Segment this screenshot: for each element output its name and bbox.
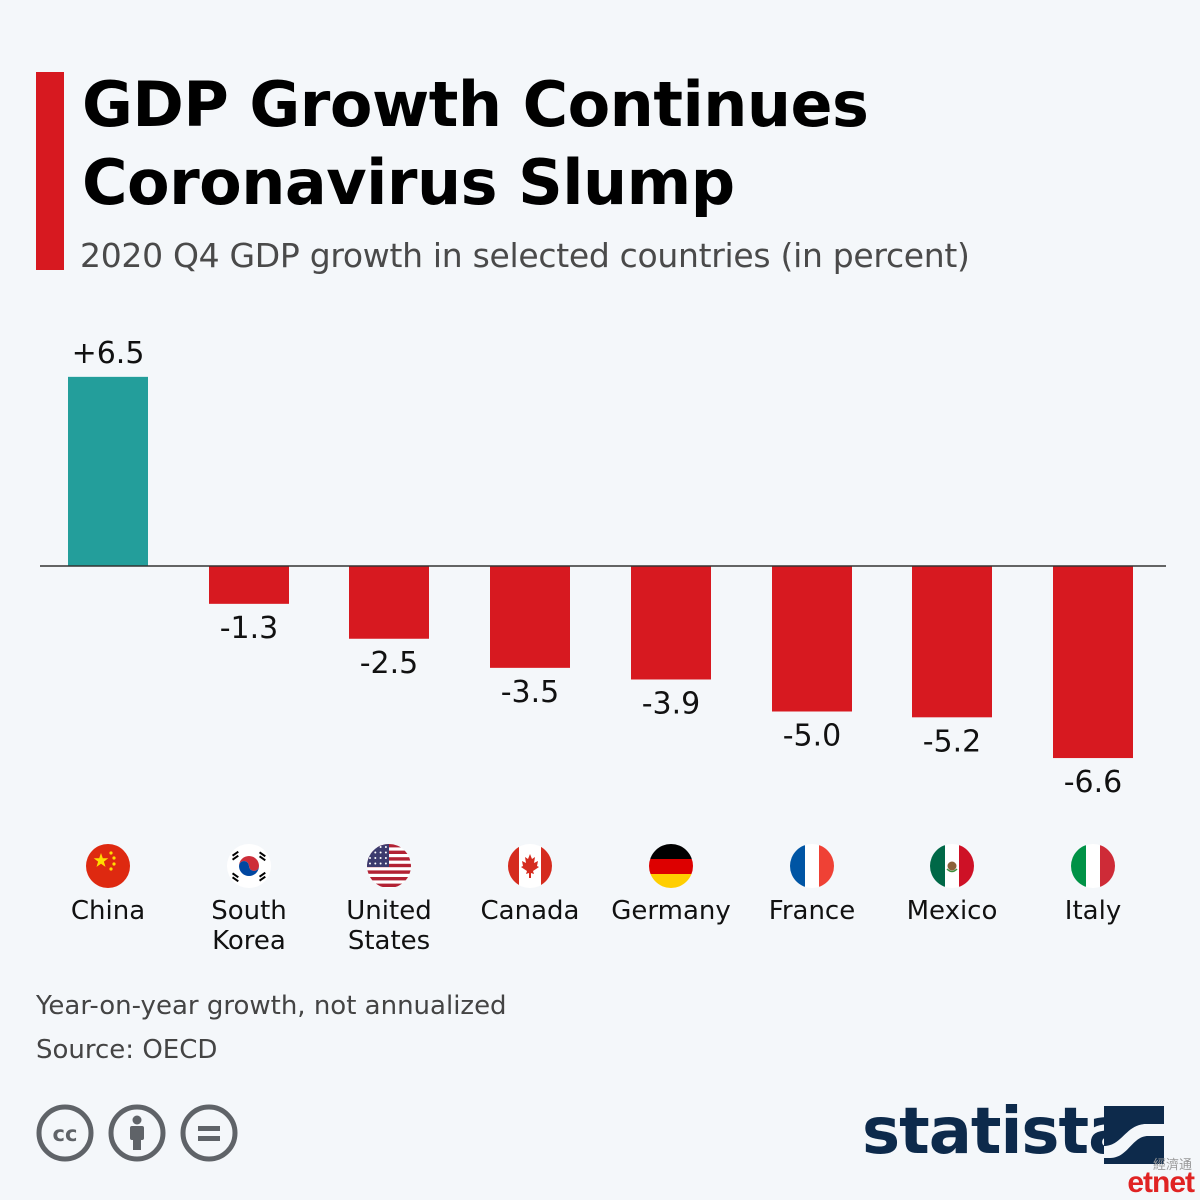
country-south-korea: South Korea <box>179 844 319 956</box>
value-label-germany: -3.9 <box>642 686 701 721</box>
value-label-south-korea: -1.3 <box>220 611 279 646</box>
chart-note: Year-on-year growth, not annualized <box>36 991 507 1021</box>
bar-italy <box>1053 566 1133 759</box>
statista-logo-icon <box>1104 1106 1164 1164</box>
country-italy: Italy <box>1023 844 1163 926</box>
title-accent-bar <box>36 72 64 270</box>
value-label-united-states: -2.5 <box>360 646 419 681</box>
category-label: South Korea <box>211 896 287 956</box>
country-france: France <box>742 844 882 926</box>
license-icons: cc <box>36 1104 238 1162</box>
category-label: Germany <box>611 896 731 926</box>
country-canada: Canada <box>460 844 600 926</box>
canada-flag-icon <box>508 844 552 888</box>
united-states-flag-icon <box>367 844 411 888</box>
partner-chinese-name: 經濟通 <box>1152 1158 1192 1173</box>
bar-france <box>772 566 852 712</box>
category-label: Mexico <box>906 896 998 926</box>
source-note: Source: OECD <box>36 1035 218 1065</box>
bar-chart: +6.5 -1.3 -2.5 -3.5 -3.9 -5.0 -5.2 -6.6 <box>40 336 1166 800</box>
bar-canada <box>490 566 570 668</box>
bar-china <box>68 376 148 566</box>
germany-flag-icon <box>649 844 693 888</box>
value-label-china: +6.5 <box>72 336 145 371</box>
category-label: China <box>70 896 146 926</box>
statista-logo-text[interactable]: statista <box>862 1095 1131 1169</box>
value-label-france: -5.0 <box>783 719 842 754</box>
south-korea-flag-icon <box>227 844 271 888</box>
chart-subtitle: 2020 Q4 GDP growth in selected countries… <box>80 236 970 275</box>
italy-flag-icon <box>1071 844 1115 888</box>
value-label-mexico: -5.2 <box>923 724 982 759</box>
no-derivatives-icon[interactable] <box>180 1104 238 1162</box>
france-flag-icon <box>790 844 834 888</box>
country-germany: Germany <box>601 844 741 926</box>
category-label: Canada <box>480 896 580 926</box>
category-label: United States <box>346 896 432 956</box>
attribution-icon[interactable] <box>108 1104 166 1162</box>
bar-united-states <box>349 566 429 639</box>
value-label-italy: -6.6 <box>1064 765 1123 800</box>
country-mexico: Mexico <box>882 844 1022 926</box>
category-label: France <box>768 896 856 926</box>
bar-south-korea <box>209 566 289 604</box>
category-label: Italy <box>1064 896 1122 926</box>
partner-watermark: 經濟通 etnet <box>1116 1154 1200 1200</box>
partner-logo: etnet <box>1127 1166 1195 1199</box>
svg-text:cc: cc <box>53 1122 78 1146</box>
bar-germany <box>631 566 711 680</box>
chart-title: GDP Growth Continues Coronavirus Slump <box>82 68 869 219</box>
creative-commons-icon[interactable]: cc <box>36 1104 94 1162</box>
country-china: China <box>38 844 178 926</box>
bar-mexico <box>912 566 992 718</box>
value-label-canada: -3.5 <box>501 675 560 710</box>
mexico-flag-icon <box>930 844 974 888</box>
country-united-states: United States <box>319 844 459 956</box>
china-flag-icon <box>86 844 130 888</box>
